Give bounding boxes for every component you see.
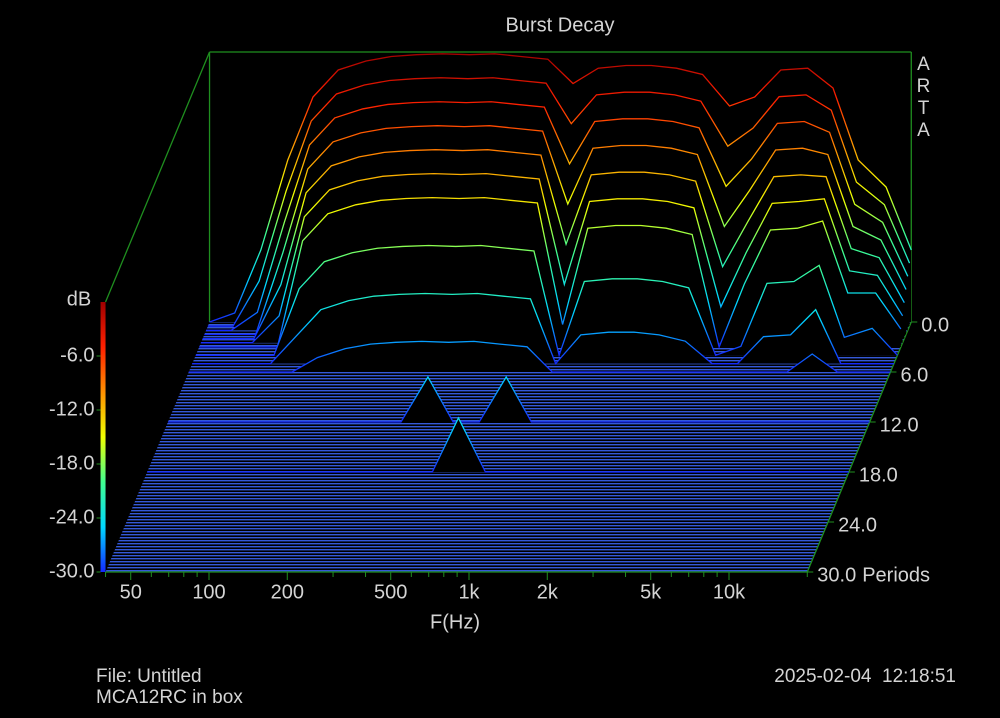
axis-line: [806, 321, 912, 573]
chart-title: Burst Decay: [506, 14, 615, 36]
x-tick-label: 50: [120, 581, 142, 603]
y-tick-label: 0.0: [921, 314, 949, 336]
x-tick-label: 500: [374, 581, 407, 603]
z-axis-label: dB: [67, 288, 91, 310]
x-tick-label: 10k: [713, 581, 746, 603]
decay-slice: [195, 244, 898, 358]
x-tick-label: 2k: [537, 581, 559, 603]
x-tick-label: 200: [271, 581, 304, 603]
decay-slice: [192, 292, 894, 365]
axis-line: [104, 51, 211, 303]
timestamp: 2025-02-04 12:18:51: [774, 666, 956, 687]
x-tick-label: 100: [192, 581, 225, 603]
decay-slice: [188, 340, 891, 373]
note-label: MCA12RC in box: [96, 687, 243, 708]
z-tick-label: -6.0: [60, 344, 94, 366]
y-tick-label: 12.0: [880, 414, 919, 436]
colorbar: [100, 302, 106, 572]
y-tick-label: 30.0: [817, 564, 856, 586]
y-axis-label: Periods: [862, 564, 930, 586]
decay-slice: [199, 196, 902, 350]
slice-mask: [188, 341, 891, 372]
file-label: File: Untitled: [96, 666, 202, 687]
z-tick-label: -12.0: [49, 398, 95, 420]
floor: [105, 322, 912, 572]
z-tick-label: -18.0: [49, 452, 95, 474]
decay-slice: [206, 101, 909, 331]
decay-slice: [202, 149, 905, 340]
decay-slice: [200, 172, 904, 344]
decay-slice: [147, 416, 849, 473]
z-tick-label: -30.0: [49, 560, 95, 582]
watermark: ARTA: [913, 54, 934, 142]
x-tick-label: 1k: [458, 581, 480, 603]
decay-slice: [207, 77, 911, 327]
decay-slice: [167, 375, 870, 423]
z-tick-label: -24.0: [49, 506, 95, 528]
x-axis-label: F(Hz): [430, 611, 480, 633]
decay-slice: [204, 125, 907, 336]
y-tick-label: 6.0: [900, 364, 928, 386]
decay-slice: [209, 53, 912, 323]
y-tick-label: 24.0: [838, 514, 877, 536]
y-tick-label: 18.0: [859, 464, 898, 486]
x-tick-label: 5k: [640, 581, 662, 603]
